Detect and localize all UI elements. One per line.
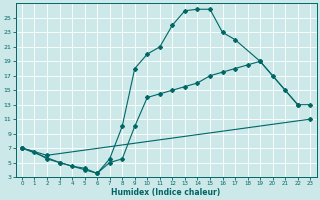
X-axis label: Humidex (Indice chaleur): Humidex (Indice chaleur) — [111, 188, 221, 197]
